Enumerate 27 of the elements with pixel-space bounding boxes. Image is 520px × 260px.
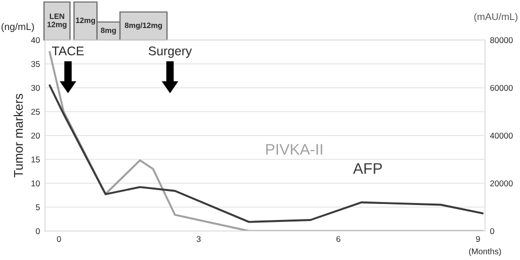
text: (mAU/mL) (474, 12, 518, 22)
y-tick-label: 5 (36, 204, 40, 210)
y2-tick-label: 0 (490, 228, 494, 234)
y2-tick-label: 80000 (490, 37, 513, 44)
y-axis-title: Tumor markers (14, 94, 23, 178)
annotation: Surgery (148, 46, 192, 58)
text: PIVKA-II (266, 144, 322, 155)
y-tick-label: 25 (31, 108, 40, 115)
y-tick-label: 30 (31, 84, 40, 91)
x-tick-label: 3 (196, 236, 201, 242)
series-label: AFP (353, 163, 382, 174)
annotation: TACE (52, 46, 84, 56)
y-tick-label: 15 (32, 156, 40, 162)
y-tick-label: 35 (31, 61, 40, 67)
x-tick-label: 9 (476, 236, 480, 242)
y-tick-label: 40 (31, 37, 40, 44)
y-tick-label: 10 (32, 180, 40, 186)
x-axis-title: (Months) (469, 248, 501, 256)
line-series (48, 84, 484, 223)
y2-tick-label: 60000 (490, 84, 513, 91)
y2-tick-label: 20000 (490, 180, 513, 186)
x-tick-label: 0 (56, 236, 61, 242)
text: (ng/mL) (2, 22, 34, 32)
y-tick-label: 20 (31, 132, 40, 139)
y2-tick-label: 40000 (490, 132, 513, 139)
x-tick-label: 6 (336, 236, 340, 242)
y-tick-label: 0 (36, 228, 40, 234)
